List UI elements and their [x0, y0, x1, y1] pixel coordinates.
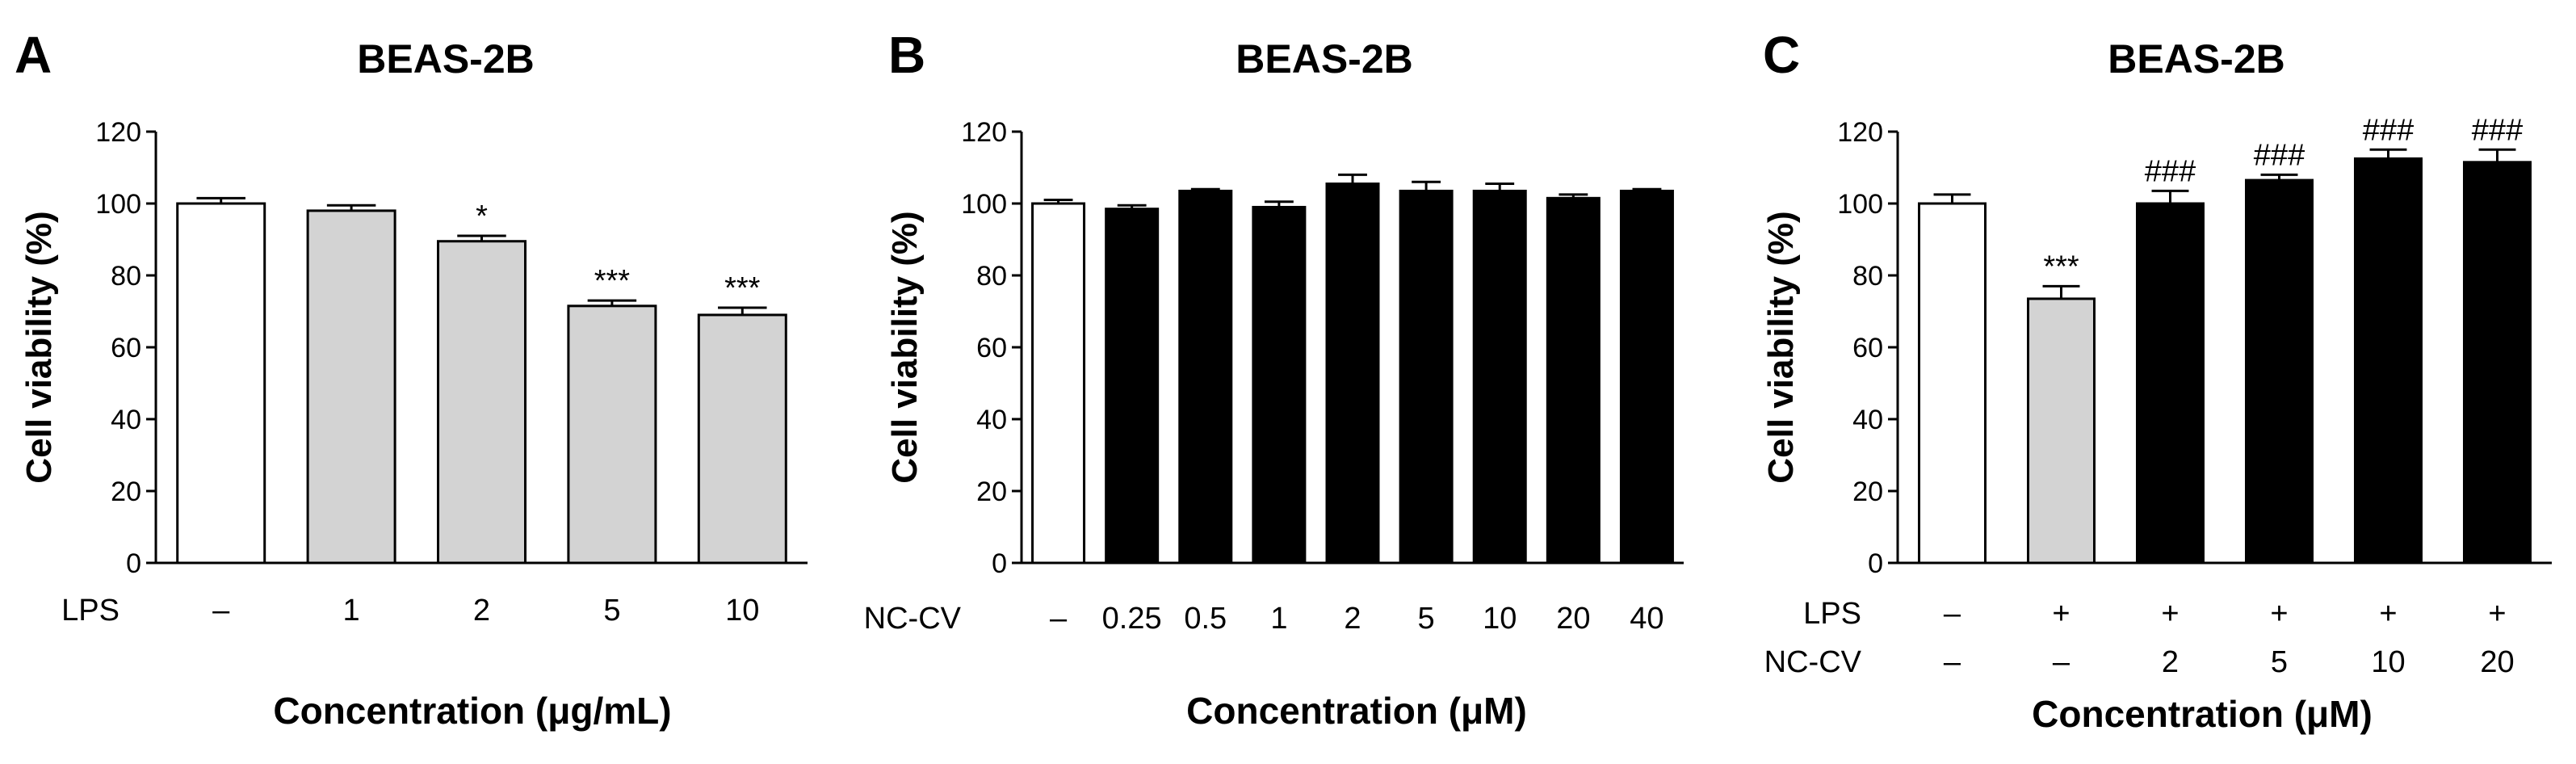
y-tick-label: 80	[111, 261, 141, 292]
panel-letter: B	[888, 26, 925, 84]
category-label: –	[212, 594, 230, 628]
category-label: –	[1944, 597, 1961, 631]
category-label: 10	[2371, 645, 2405, 679]
significance-label: ###	[2254, 138, 2305, 172]
x-axis-label: Concentration (μg/mL)	[273, 690, 671, 732]
category-label: –	[1050, 602, 1068, 636]
category-label: –	[1944, 645, 1961, 679]
category-label: +	[2488, 597, 2506, 631]
category-label: 40	[1630, 602, 1663, 636]
category-label: +	[2161, 597, 2179, 631]
treatment-row-label: LPS	[1803, 597, 1861, 631]
category-label: 1	[1270, 602, 1287, 636]
bar	[697, 313, 787, 565]
y-tick-label: 120	[961, 117, 1007, 148]
treatment-row-label: NC-CV	[1764, 645, 1862, 679]
bar	[437, 240, 527, 565]
bar	[2027, 297, 2096, 565]
category-label: 20	[1556, 602, 1590, 636]
bar	[1619, 189, 1674, 565]
bar	[1031, 202, 1086, 565]
y-tick-label: 100	[961, 189, 1007, 220]
significance-label: ###	[2472, 113, 2523, 147]
category-label: 2	[2162, 645, 2179, 679]
bar	[1546, 196, 1601, 565]
significance-label: ###	[2145, 154, 2196, 188]
y-tick-label: 100	[95, 189, 141, 220]
y-tick-label: 40	[976, 405, 1007, 435]
x-axis-label: Concentration (μM)	[1186, 690, 1527, 732]
category-label: 0.5	[1184, 602, 1227, 636]
bar	[567, 304, 657, 565]
bar	[1399, 189, 1454, 565]
y-axis-label: Cell viability (%)	[19, 211, 59, 483]
bar	[176, 202, 266, 565]
bar	[2354, 157, 2423, 565]
panel-letter: C	[1763, 26, 1800, 84]
y-tick-label: 0	[126, 548, 141, 579]
treatment-row-label: NC-CV	[864, 602, 962, 636]
y-tick-label: 80	[976, 261, 1007, 292]
category-label: +	[2052, 597, 2070, 631]
y-tick-label: 80	[1852, 261, 1883, 292]
y-tick-label: 40	[1852, 405, 1883, 435]
y-axis-label: Cell viability (%)	[885, 211, 925, 483]
y-tick-label: 60	[111, 333, 141, 363]
y-tick-label: 0	[992, 548, 1007, 579]
category-label: 10	[1483, 602, 1517, 636]
category-label: 10	[725, 594, 759, 628]
chart-title: BEAS-2B	[2108, 36, 2284, 82]
bar	[1472, 189, 1527, 565]
chart-title: BEAS-2B	[1236, 36, 1412, 82]
x-axis-label: Concentration (μM)	[2032, 693, 2373, 735]
bar	[1918, 202, 1987, 565]
category-label: 5	[1418, 602, 1435, 636]
significance-label: ***	[2043, 250, 2079, 283]
category-label: +	[2270, 597, 2288, 631]
y-tick-label: 20	[976, 476, 1007, 507]
bar	[306, 209, 396, 565]
y-tick-label: 20	[1852, 476, 1883, 507]
y-tick-label: 40	[111, 405, 141, 435]
y-tick-label: 120	[1837, 117, 1883, 148]
significance-label: *	[476, 199, 488, 233]
y-tick-label: 60	[976, 333, 1007, 363]
category-label: –	[2053, 645, 2070, 679]
category-label: 2	[473, 594, 490, 628]
significance-label: ***	[594, 264, 631, 298]
bar	[2245, 178, 2314, 565]
bar	[1252, 205, 1307, 565]
bar	[2136, 202, 2205, 565]
bar	[1325, 183, 1380, 565]
significance-label: ###	[2363, 113, 2414, 147]
y-tick-label: 60	[1852, 333, 1883, 363]
treatment-row-label: LPS	[61, 594, 120, 628]
bar	[2463, 161, 2532, 565]
category-label: 5	[2271, 645, 2288, 679]
significance-label: ***	[724, 271, 761, 305]
y-tick-label: 20	[111, 476, 141, 507]
panel-c: C BEAS-2B Cell viability (%) 0 20 40 60 80 100 12…	[1761, 26, 2552, 735]
y-tick-label: 0	[1868, 548, 1883, 579]
category-label: 0.25	[1102, 602, 1162, 636]
category-label: 1	[343, 594, 360, 628]
category-label: 5	[603, 594, 620, 628]
category-label: 20	[2480, 645, 2514, 679]
category-label: +	[2379, 597, 2397, 631]
bar	[1178, 189, 1233, 565]
chart-title: BEAS-2B	[357, 36, 534, 82]
category-label: 2	[1344, 602, 1361, 636]
y-tick-label: 120	[95, 117, 141, 148]
bar	[1105, 208, 1160, 565]
panel-letter: A	[15, 26, 52, 84]
y-tick-label: 100	[1837, 189, 1883, 220]
y-axis-label: Cell viability (%)	[1761, 211, 1801, 483]
